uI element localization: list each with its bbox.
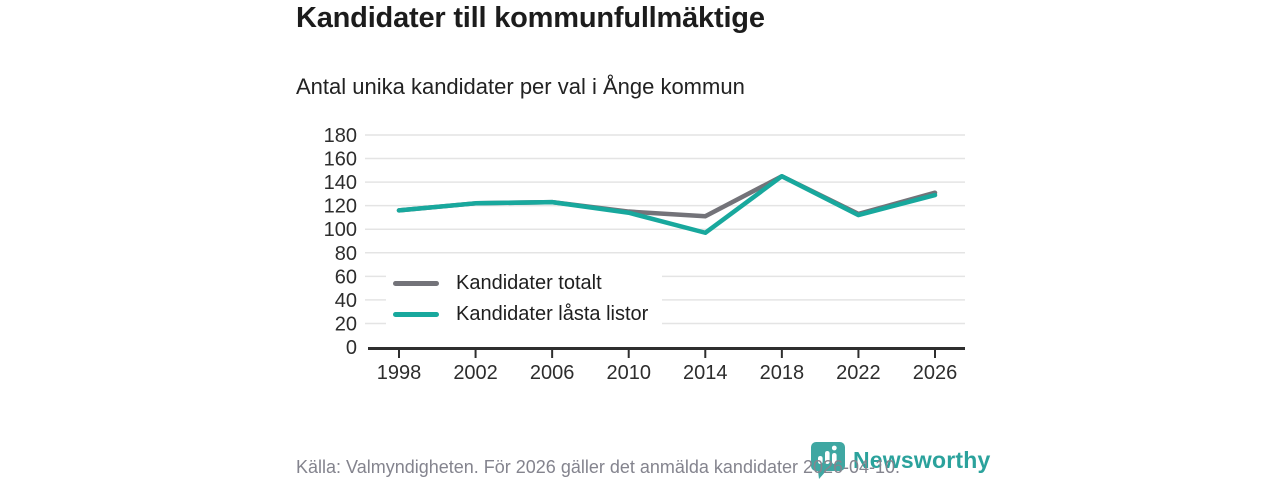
series-line-0 xyxy=(396,173,938,219)
x-tick-label: 2022 xyxy=(836,362,881,384)
x-tick-label: 2026 xyxy=(913,362,958,384)
y-tick-label: 160 xyxy=(324,149,357,171)
source-note: Källa: Valmyndigheten. För 2026 gäller d… xyxy=(296,457,901,477)
x-tick-label: 2010 xyxy=(606,362,651,384)
x-tick-label: 2006 xyxy=(530,362,575,384)
legend-swatch-lasta-listor xyxy=(393,312,439,317)
x-tick-label: 2002 xyxy=(453,362,498,384)
legend-item-kandidater-lasta-listor: Kandidater låsta listor xyxy=(393,299,648,330)
legend-swatch-totalt xyxy=(393,281,439,286)
legend-label-totalt: Kandidater totalt xyxy=(456,272,602,294)
y-tick-label: 80 xyxy=(335,243,357,265)
legend-label-lasta-listor: Kandidater låsta listor xyxy=(456,303,649,325)
y-tick-label: 120 xyxy=(324,196,357,218)
newsworthy-logo[interactable]: Newsworthy xyxy=(810,441,990,479)
y-tick-label: 20 xyxy=(335,313,357,335)
y-tick-label: 60 xyxy=(335,266,357,288)
legend-item-kandidater-totalt: Kandidater totalt xyxy=(393,268,648,299)
y-tick-label: 180 xyxy=(324,125,357,147)
x-tick-label: 2014 xyxy=(683,362,728,384)
y-tick-label: 100 xyxy=(324,219,357,241)
chart-title: Kandidater till kommunfullmäktige xyxy=(296,2,765,34)
series-line-1 xyxy=(396,173,938,236)
newsworthy-icon xyxy=(811,442,845,479)
x-tick-label: 2018 xyxy=(760,362,805,384)
x-tick-label: 1998 xyxy=(377,362,422,384)
chart-subtitle: Antal unika kandidater per val i Ånge ko… xyxy=(296,74,745,99)
newsworthy-wordmark: Newsworthy xyxy=(853,447,991,473)
y-tick-label: 140 xyxy=(324,172,357,194)
y-tick-label: 40 xyxy=(335,290,357,312)
y-tick-label: 0 xyxy=(346,337,357,359)
chart-legend: Kandidater totalt Kandidater låsta listo… xyxy=(386,266,663,334)
